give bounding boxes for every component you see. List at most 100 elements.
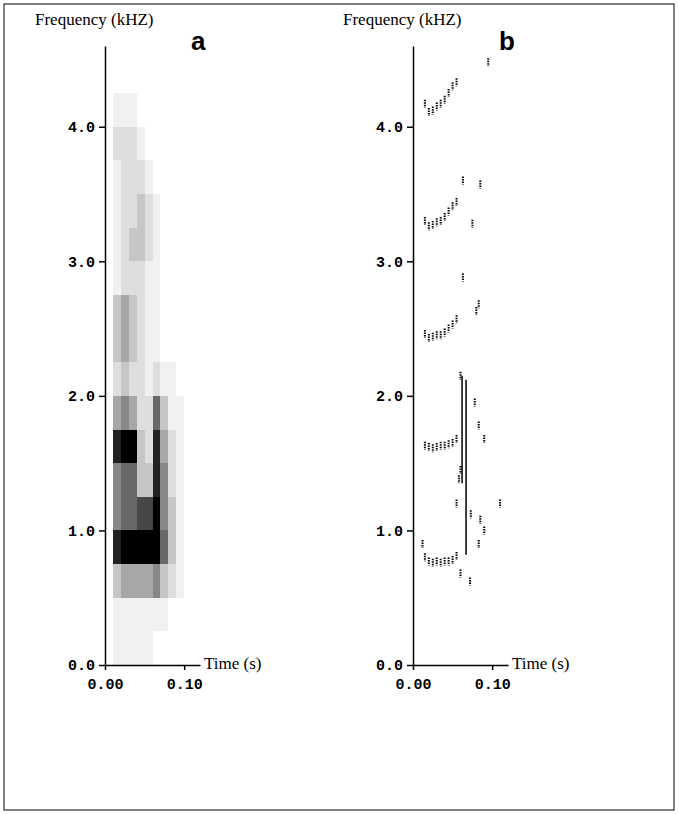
heatmap-cell [145, 463, 153, 497]
tick-label: 0.10 [475, 677, 511, 694]
formant-point [448, 325, 450, 333]
formant-point [448, 557, 450, 565]
heatmap-cell [137, 463, 145, 497]
heatmap-cell [160, 598, 168, 632]
heatmap-cell [145, 295, 153, 329]
heatmap-cell [113, 631, 121, 665]
heatmap-cell [153, 598, 161, 632]
heatmap-cell [121, 631, 129, 665]
tick-mark [99, 530, 105, 532]
heatmap-cell [176, 430, 184, 464]
tick: 3.0 [68, 255, 105, 272]
formant-point [424, 553, 426, 561]
panel-letter: a [191, 26, 206, 56]
formant-point [428, 443, 430, 451]
heatmap-cell [168, 160, 176, 194]
heatmap-cell [153, 497, 161, 531]
formant-point [462, 273, 464, 281]
heatmap-cell [129, 430, 137, 464]
heatmap-cell [113, 598, 121, 632]
heatmap-cell [113, 228, 121, 262]
heatmap-cell [137, 329, 145, 363]
heatmap-cell [121, 160, 129, 194]
heatmap-cell [113, 396, 121, 430]
heatmap-cell [153, 430, 161, 464]
heatmap-cell [137, 362, 145, 396]
heatmap-cell [137, 564, 145, 598]
tick-label: 0.0 [376, 658, 403, 675]
tick-mark [407, 261, 413, 263]
tick-label: 2.0 [68, 389, 95, 406]
heatmap-cell [129, 329, 137, 363]
heatmap-cell [153, 261, 161, 295]
heatmap-cell [176, 631, 184, 665]
tick-mark [99, 665, 105, 667]
heatmap-cell [137, 396, 145, 430]
tick-mark [105, 665, 107, 670]
formant-point [428, 334, 430, 342]
heatmap-cell [192, 497, 200, 531]
heatmap-cell [145, 396, 153, 430]
formant-point [456, 78, 458, 86]
formant-point [432, 559, 434, 567]
heatmap-cell [168, 564, 176, 598]
tick: 0.0 [68, 658, 105, 675]
formant-point [448, 89, 450, 97]
heatmap-cell [129, 530, 137, 564]
heatmap-cell [153, 194, 161, 228]
heatmap-cell [129, 127, 137, 161]
heatmap-cell [184, 463, 192, 497]
heatmap-cell [160, 564, 168, 598]
heatmap-cell [168, 497, 176, 531]
y-axis-title: Frequency (kHZ) [35, 10, 154, 29]
tick: 1.0 [376, 524, 413, 541]
axis-line [414, 665, 509, 667]
heatmap-cell [184, 127, 192, 161]
tick: 0.0 [376, 658, 413, 675]
heatmap-cell [192, 598, 200, 632]
panel-a: 0.01.02.03.04.00.000.10Frequency (kHZ)Ti… [35, 10, 261, 694]
formant-point [475, 307, 477, 315]
heatmap-cell [145, 127, 153, 161]
heatmap-cell [129, 93, 137, 127]
heatmap-cell [153, 160, 161, 194]
heatmap-cell [168, 463, 176, 497]
heatmap-cell [121, 194, 129, 228]
heatmap-cell [129, 261, 137, 295]
heatmap-cell [176, 598, 184, 632]
tick: 4.0 [68, 120, 105, 137]
heatmap-cell [184, 362, 192, 396]
tick-mark [184, 665, 186, 670]
formant-point [456, 198, 458, 206]
formant-point [428, 557, 430, 565]
panel-letter: b [499, 26, 515, 56]
heatmap-cell [145, 430, 153, 464]
formant-point [424, 100, 426, 108]
tick-label: 0.10 [167, 677, 203, 694]
formant-point [428, 222, 430, 230]
formant-point [444, 329, 446, 337]
formant-point [483, 435, 485, 443]
heatmap-cell [137, 631, 145, 665]
heatmap-cell [113, 194, 121, 228]
heatmap-cell [121, 261, 129, 295]
heatmap-cell [184, 497, 192, 531]
tick-label: 0.0 [68, 658, 95, 675]
heatmap-cell [113, 497, 121, 531]
heatmap-cell [137, 530, 145, 564]
figure: 0.01.02.03.04.00.000.10Frequency (kHZ)Ti… [0, 0, 679, 815]
heatmap-cell [121, 564, 129, 598]
heatmap-cell [184, 228, 192, 262]
formant-point [456, 315, 458, 323]
heatmap-cell [192, 261, 200, 295]
formant-point [458, 475, 460, 483]
formant-point [436, 218, 438, 226]
formant-point [452, 321, 454, 329]
heatmap-cell [129, 295, 137, 329]
formant-point [456, 552, 458, 560]
heatmap-cell [176, 261, 184, 295]
formant-point [456, 435, 458, 443]
heatmap-cell [192, 93, 200, 127]
formant-point [478, 540, 480, 548]
heatmap-cell [145, 93, 153, 127]
